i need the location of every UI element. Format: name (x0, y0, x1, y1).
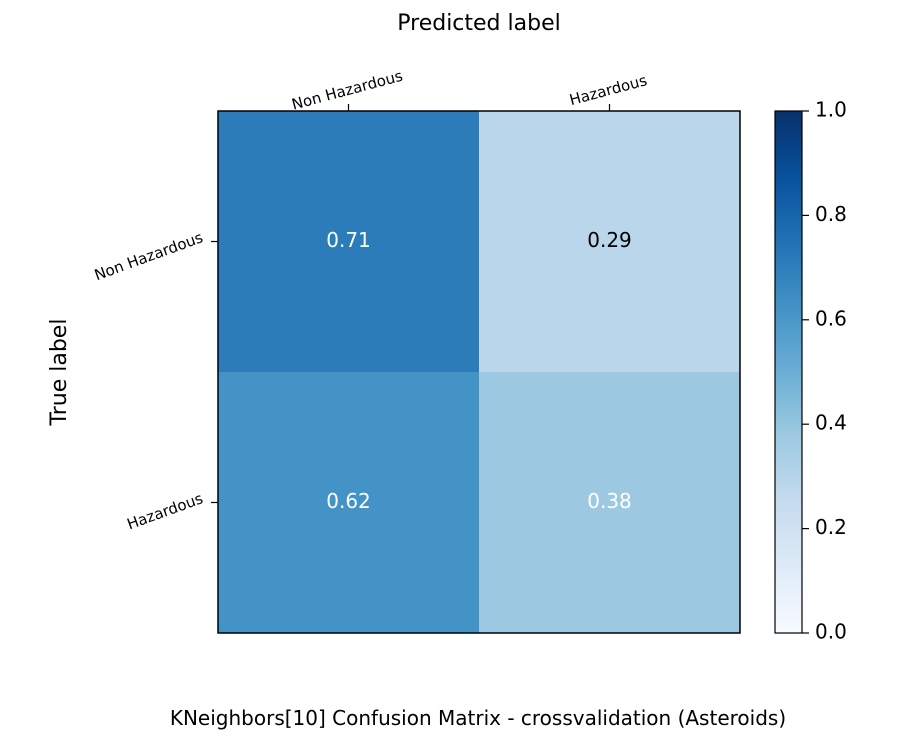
x-tick-label: Hazardous (567, 71, 649, 109)
colorbar-tick-label: 0.2 (815, 515, 847, 539)
colorbar-tick-label: 1.0 (815, 98, 847, 122)
colorbar-ticks: 0.0 0.2 0.4 0.6 0.8 1.0 (802, 98, 847, 644)
heatmap-cell (479, 111, 740, 372)
colorbar-tick-label: 0.0 (815, 620, 847, 644)
heatmap-cell (479, 372, 740, 633)
colorbar-tick-label: 0.8 (815, 202, 847, 226)
y-axis-ticks: Non Hazardous Hazardous (92, 228, 218, 533)
x-axis-ticks: Non Hazardous Hazardous (290, 67, 649, 114)
heatmap-cells (218, 111, 740, 633)
heatmap-cell (218, 111, 479, 372)
colorbar-tick-label: 0.4 (815, 411, 847, 435)
y-tick-label: Hazardous (125, 489, 206, 533)
y-tick-label: Non Hazardous (92, 228, 206, 284)
colorbar: 0.0 0.2 0.4 0.6 0.8 1.0 (774, 98, 847, 644)
colorbar-tick-label: 0.6 (815, 306, 847, 330)
cell-value-label: 0.71 (326, 228, 371, 252)
heatmap-cell (218, 372, 479, 633)
chart-title: KNeighbors[10] Confusion Matrix - crossv… (170, 706, 786, 730)
x-axis-title: Predicted label (397, 11, 560, 36)
y-axis-title: True label (47, 319, 72, 427)
x-tick-label: Non Hazardous (290, 67, 405, 114)
cell-value-label: 0.29 (587, 228, 632, 252)
cell-value-label: 0.38 (587, 489, 632, 513)
plot-frame (217, 110, 741, 634)
cell-value-label: 0.62 (326, 489, 371, 513)
colorbar-gradient (774, 110, 803, 634)
heatmap-cell-labels: 0.71 0.29 0.62 0.38 (326, 228, 632, 513)
